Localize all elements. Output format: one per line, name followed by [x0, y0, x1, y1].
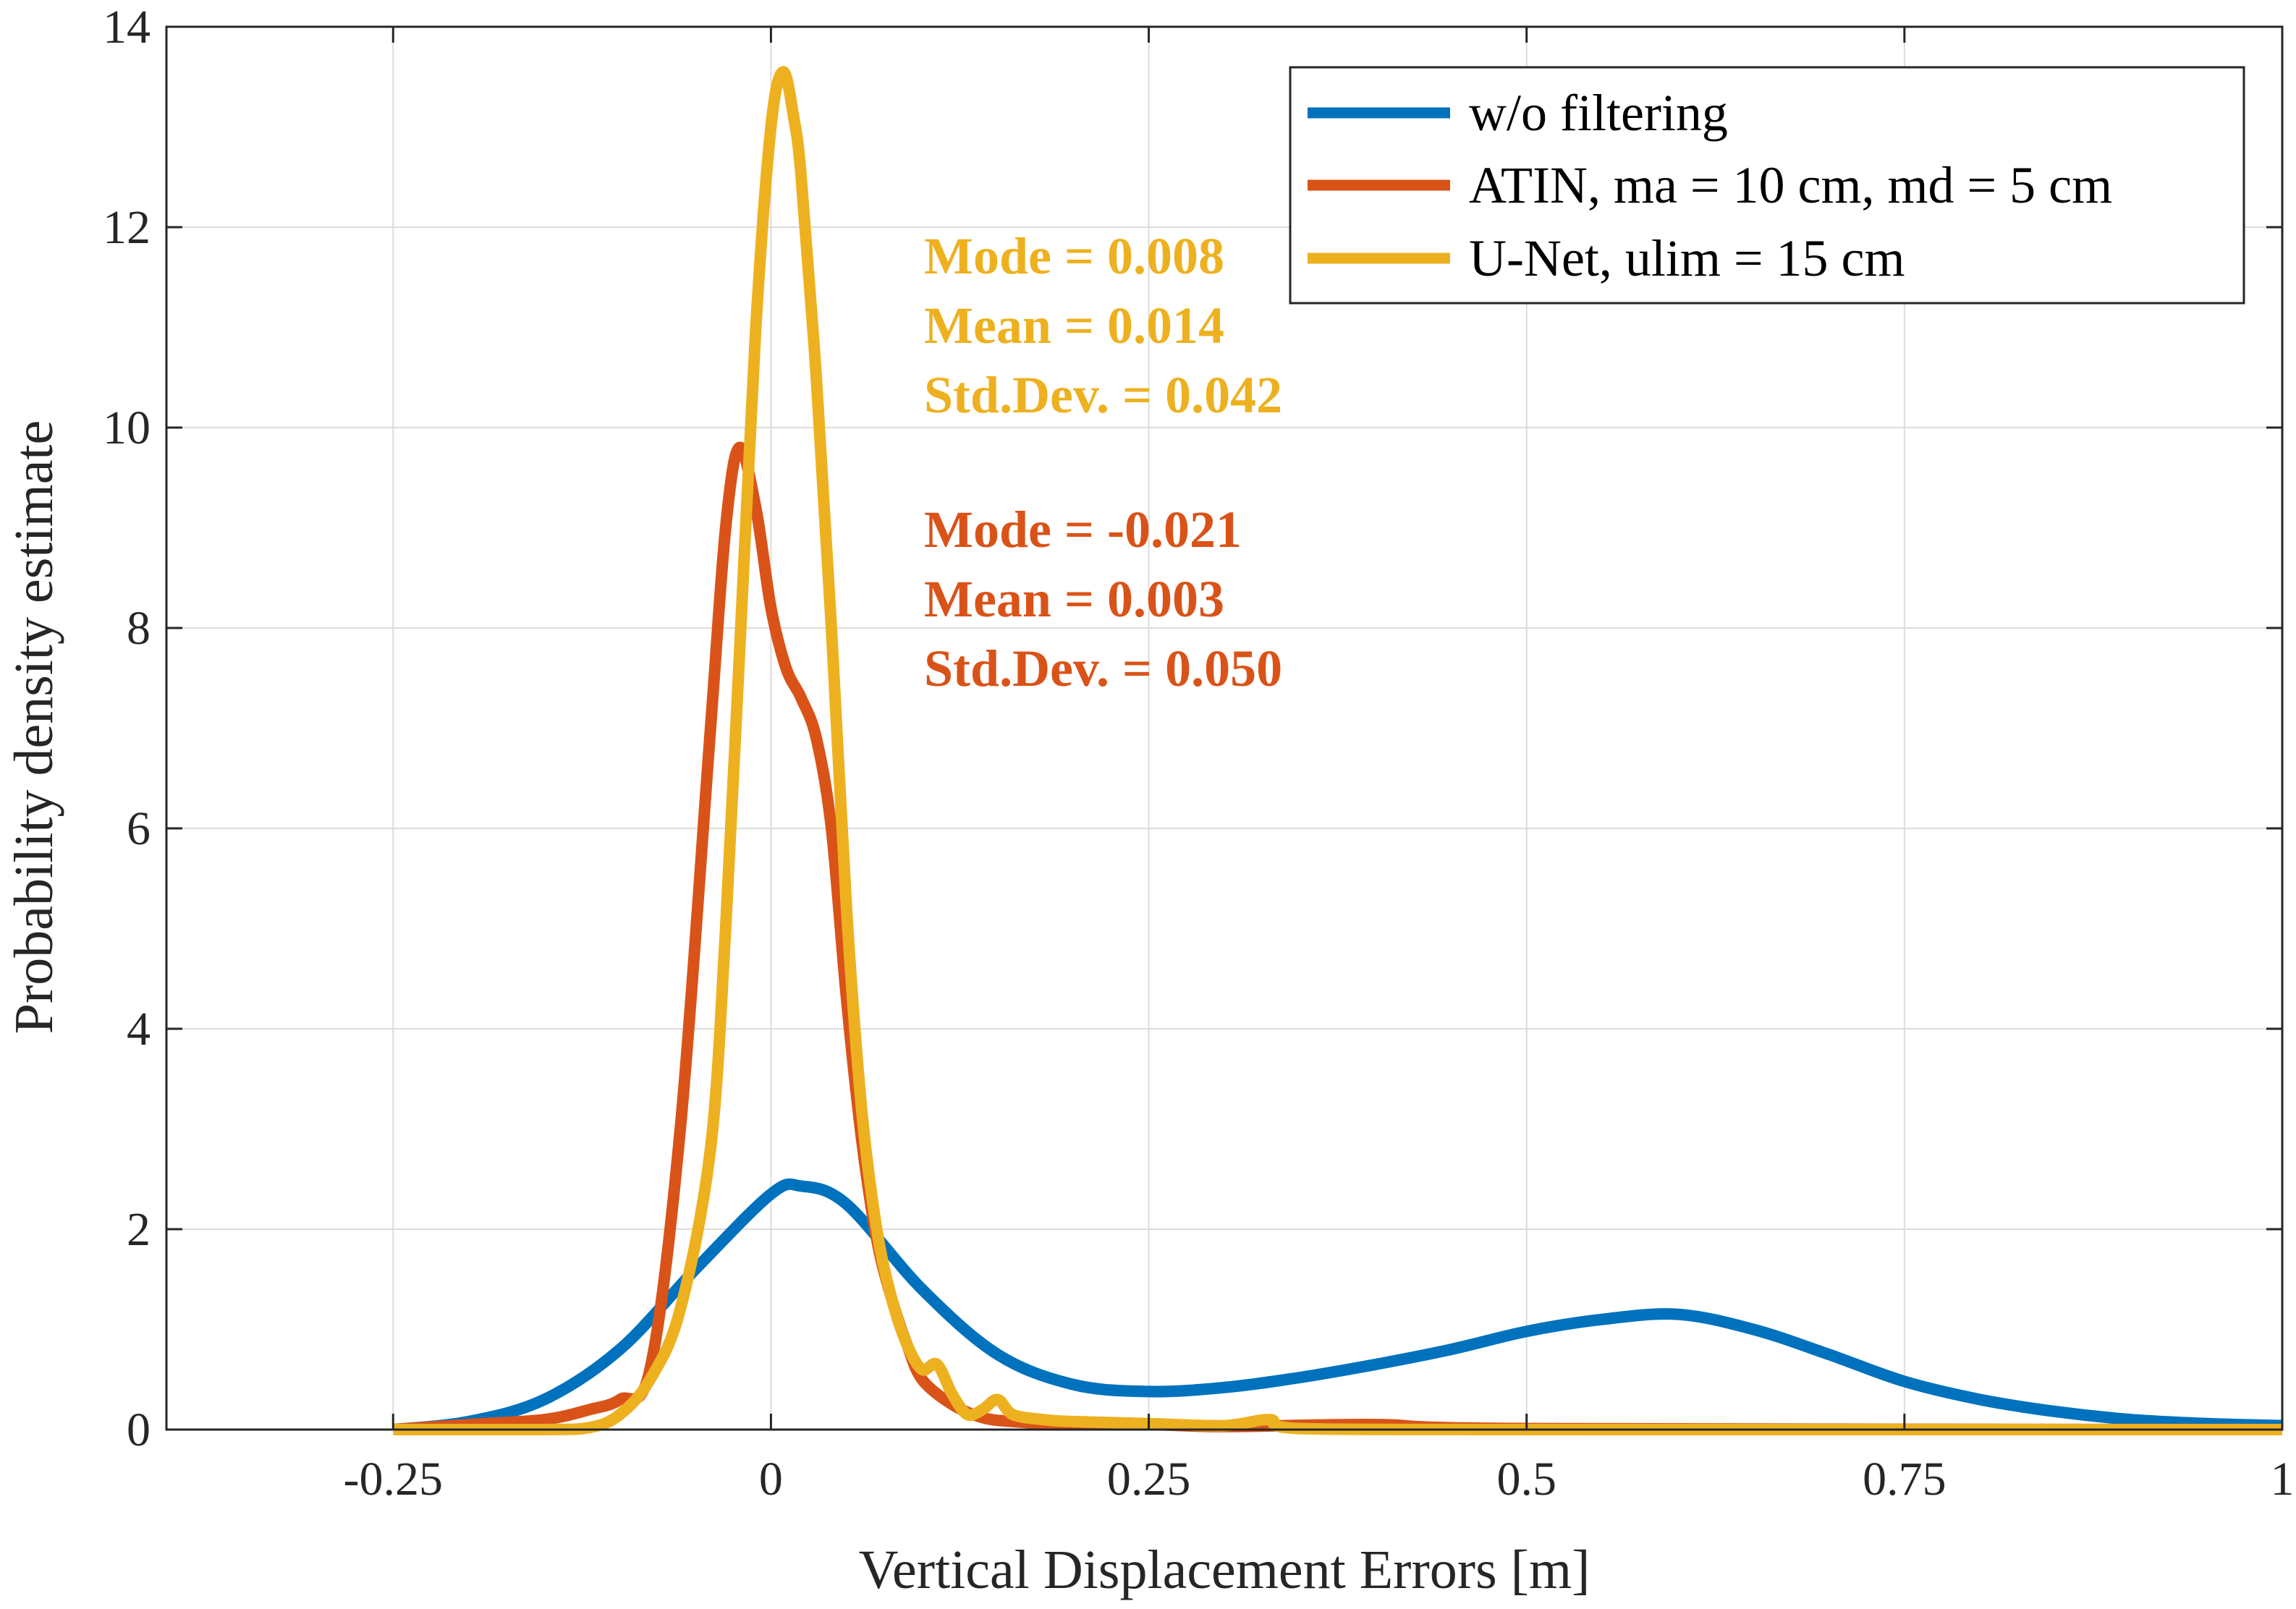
x-tick-label: 1 [2271, 1453, 2295, 1506]
series-layer [392, 66, 2283, 1436]
x-tick-label: 0.5 [1496, 1453, 1556, 1506]
stats-annotation: Std.Dev. = 0.042 [924, 366, 1282, 424]
y-tick-label: 0 [127, 1404, 151, 1456]
x-tick-label: 0.75 [1863, 1453, 1946, 1506]
stats-annotation: Std.Dev. = 0.050 [924, 640, 1282, 697]
y-tick-label: 4 [127, 1003, 151, 1056]
x-tick-label: 0.25 [1107, 1453, 1191, 1506]
x-tick-label: -0.25 [344, 1453, 443, 1506]
stats-annotation: Mean = 0.014 [924, 297, 1224, 355]
legend-label-u-net: U-Net, ulim = 15 cm [1469, 229, 1905, 287]
y-tick-label: 2 [127, 1203, 151, 1256]
stats-annotation: Mean = 0.003 [924, 570, 1224, 628]
legend: w/o filtering ATIN, ma = 10 cm, md = 5 c… [1289, 66, 2245, 305]
plot-frame [165, 25, 2284, 1431]
y-tick-label: 6 [127, 802, 151, 855]
y-tick-label: 12 [103, 201, 151, 254]
y-tick-label: 14 [103, 1, 151, 54]
y-tick-label: 10 [103, 402, 151, 454]
stats-annotation: Mode = -0.021 [924, 501, 1242, 559]
legend-label-w-o-filtering: w/o filtering [1469, 84, 1728, 142]
x-tick-label: 0 [759, 1453, 783, 1506]
x-axis-label: Vertical Displacement Errors [m] [859, 1540, 1590, 1600]
series-u-net [393, 66, 2282, 1436]
y-axis-label: Probability density estimate [4, 420, 64, 1035]
legend-label-atin: ATIN, ma = 10 cm, md = 5 cm [1469, 156, 2112, 214]
stats-annotation: Mode = 0.008 [924, 227, 1224, 285]
series-w-o-filtering [392, 1178, 2283, 1435]
annotations: Mode = 0.008 Mean = 0.014 Std.Dev. = 0.042… [924, 227, 1282, 697]
y-tick-label: 8 [127, 602, 151, 655]
